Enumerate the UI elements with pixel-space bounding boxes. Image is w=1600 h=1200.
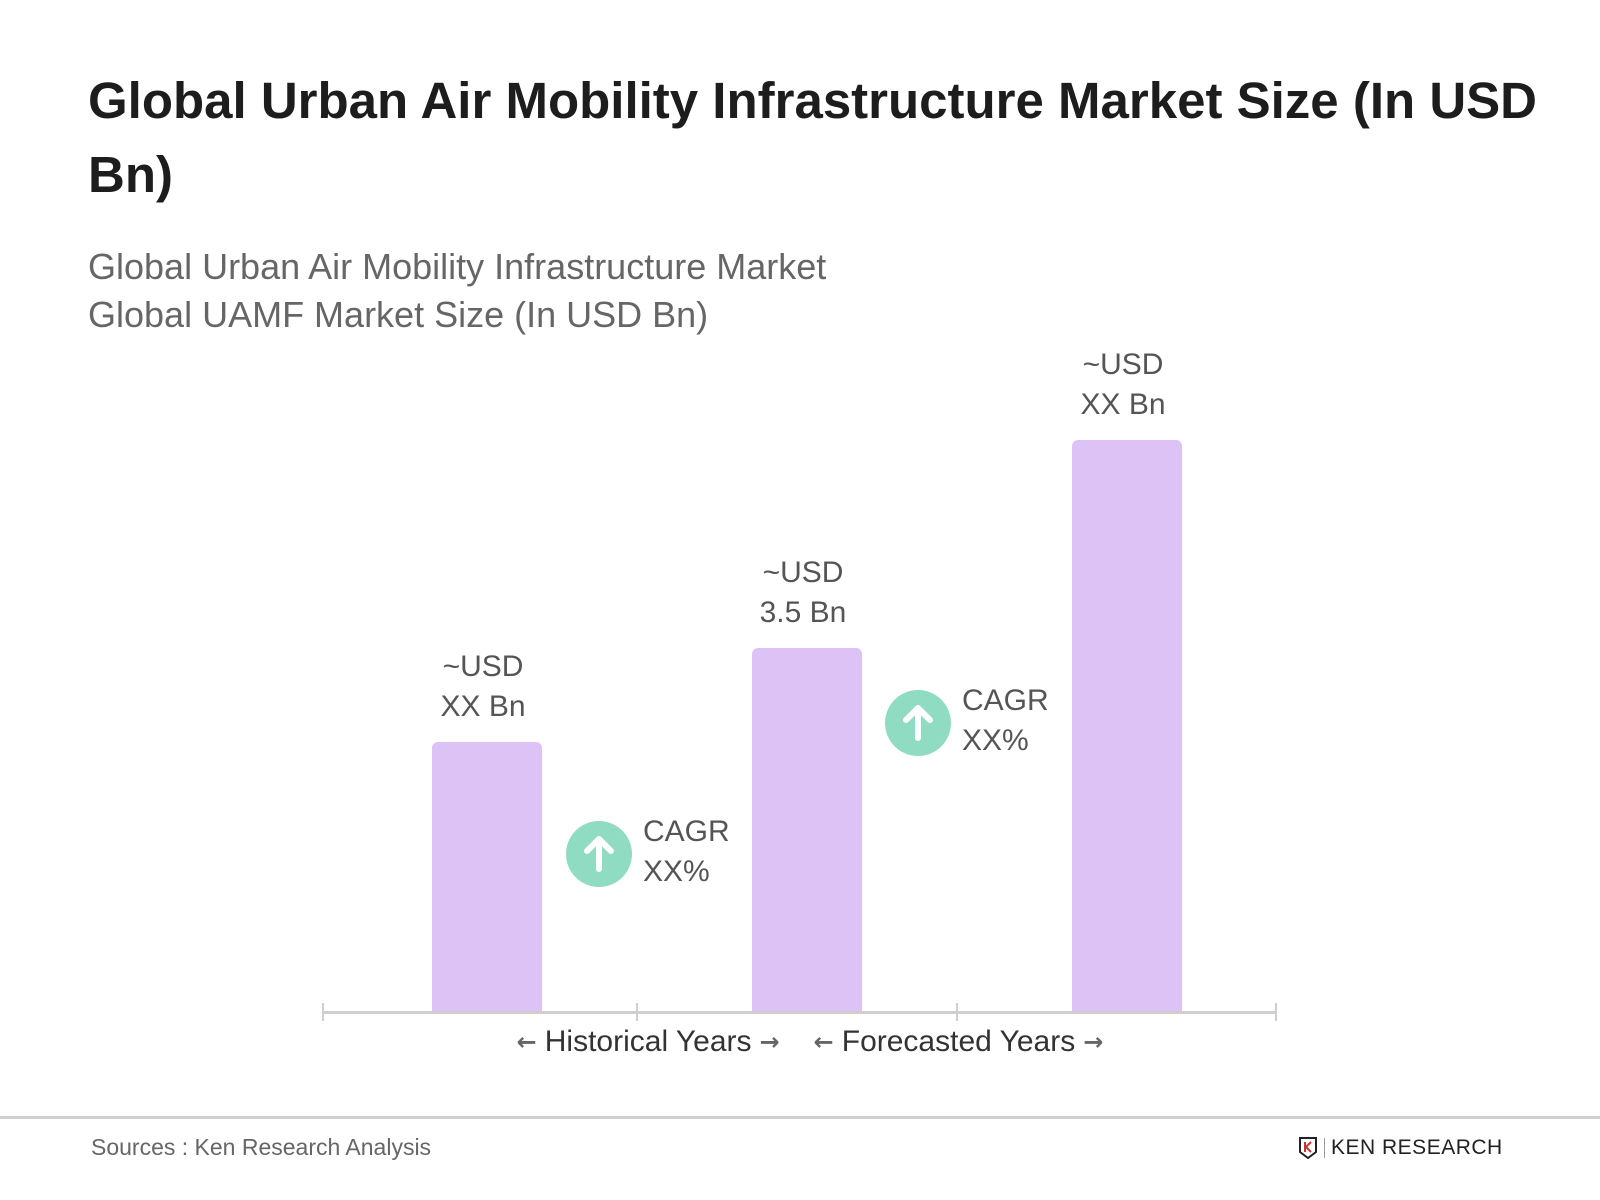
ken-research-logo: KEN RESEARCH (1298, 1136, 1503, 1160)
sources-text: Sources : Ken Research Analysis (91, 1134, 432, 1160)
bar-2 (752, 648, 862, 1012)
bar-value-label-line: ~USD (762, 556, 844, 589)
subtitle-line-2: Global UAMF Market Size (In USD Bn) (88, 294, 709, 335)
subtitle-line-1: Global Urban Air Mobility Infrastructure… (88, 246, 827, 287)
bar-1 (432, 741, 542, 1012)
bar-value-label: ~USD XX Bn (1043, 345, 1203, 425)
bar-value-label-line: XX Bn (1080, 388, 1166, 421)
historical-years-label: ← Historical Years → (516, 1025, 780, 1058)
chart-title: Global Urban Air Mobility Infrastructure… (88, 72, 1537, 203)
bar-value-label-line: ~USD (1082, 348, 1164, 381)
logo-divider (1324, 1138, 1325, 1158)
x-axis-line (322, 1011, 1277, 1014)
arrow-right-icon: → (759, 1028, 780, 1056)
bar-value-label: ~USD 3.5 Bn (723, 553, 883, 633)
arrow-left-icon: ← (516, 1028, 537, 1056)
ken-research-logo-icon (1299, 1137, 1317, 1160)
arrow-right-icon: → (1083, 1028, 1104, 1056)
axis-section-legend: ← Historical Years → ← Forecasted Years … (470, 1024, 1150, 1060)
axis-tick (636, 1003, 638, 1021)
bar-value-label-line: ~USD (442, 649, 524, 683)
bar-value-label: ~USD XX Bn (403, 647, 563, 727)
axis-tick (956, 1003, 958, 1021)
bar-value-label-line: XX Bn (440, 689, 526, 723)
cagr-annotation-1: CAGR XX% (643, 815, 730, 888)
bar-3 (1072, 440, 1182, 1012)
arrow-left-icon: ← (813, 1028, 834, 1056)
bar-value-label-line: 3.5 Bn (759, 596, 847, 629)
forecasted-years-label: ← Forecasted Years → (813, 1025, 1104, 1058)
arrow-up-circle-icon (566, 821, 632, 887)
axis-tick (322, 1003, 324, 1021)
cagr-annotation-2: CAGR XX% (962, 684, 1049, 757)
arrow-up-circle-icon (885, 690, 951, 756)
axis-tick (1275, 1003, 1277, 1021)
footer-divider (0, 1116, 1600, 1119)
